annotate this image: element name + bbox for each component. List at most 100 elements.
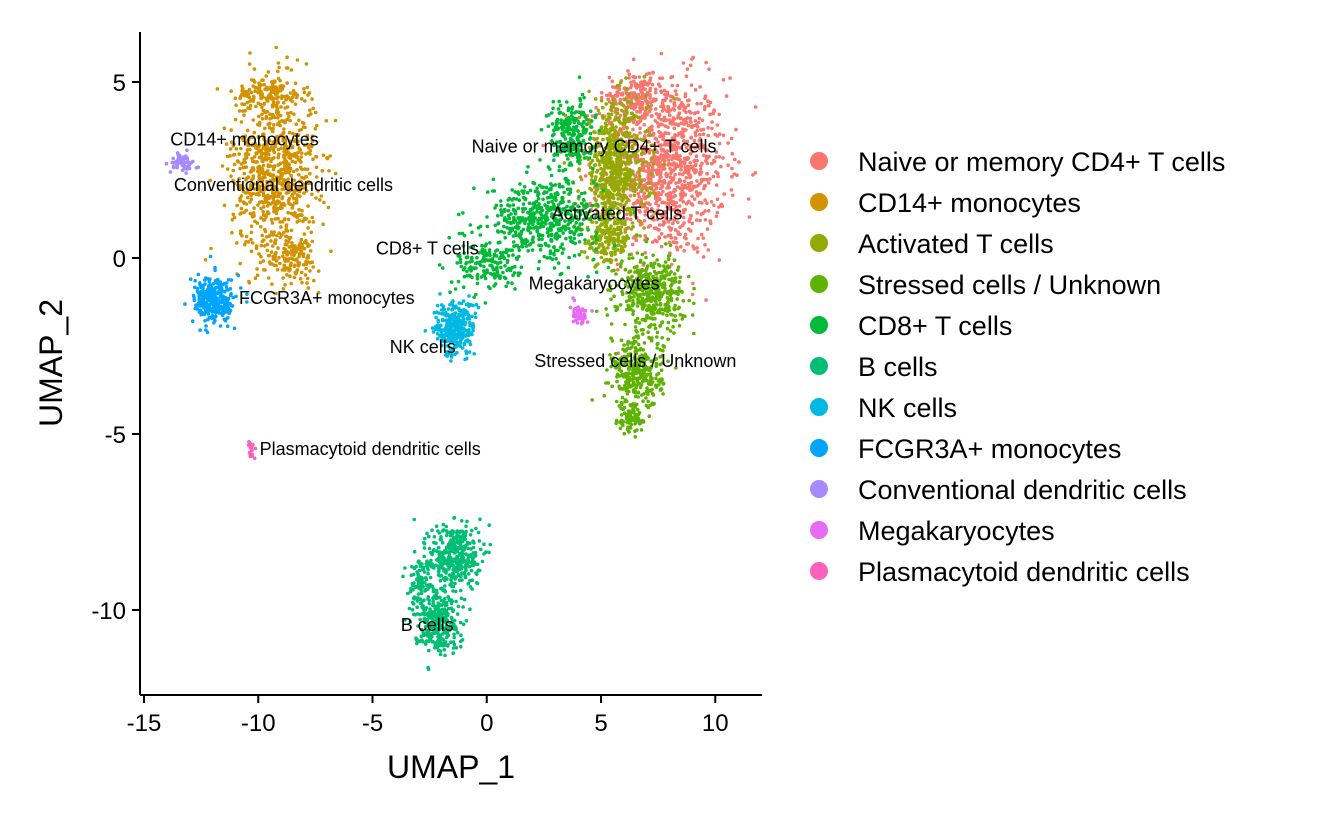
data-point [557,164,562,169]
data-point [649,359,653,363]
data-point [645,206,650,211]
data-point [690,313,695,317]
data-point [258,169,263,173]
data-point [628,352,633,356]
data-point [495,265,499,270]
data-point [555,231,559,236]
data-point [273,144,278,149]
data-point [245,94,250,99]
data-point [638,126,642,130]
data-point [609,260,613,265]
data-point [283,138,288,142]
data-point [561,200,565,204]
data-point [689,136,693,140]
data-point [268,179,273,183]
data-point [616,361,621,366]
data-point [252,187,257,191]
data-point [676,232,681,236]
data-point [671,240,675,244]
data-point [594,309,599,314]
data-point [266,141,270,145]
data-point [633,325,638,329]
data-point [662,290,667,294]
data-point [555,191,559,195]
data-point [649,114,654,118]
data-point [517,225,521,230]
data-point [687,185,691,190]
data-point [688,175,692,180]
data-point [672,307,677,312]
data-point [296,133,301,137]
data-point [663,221,667,225]
data-point [639,347,643,351]
data-point [290,159,295,164]
data-point [518,182,522,186]
data-point [507,231,512,235]
data-point [640,167,645,172]
data-point [642,341,647,345]
data-point [687,98,691,102]
data-point [636,280,640,284]
data-point [597,128,601,133]
data-point [696,236,700,241]
data-point [636,271,640,275]
data-point [588,109,593,113]
data-point [701,236,706,240]
data-point [461,244,466,248]
data-point [262,188,267,192]
data-point [491,177,496,182]
data-point [615,139,620,144]
data-point [474,266,478,270]
data-point [678,160,683,164]
data-point [626,236,631,241]
data-point [311,220,316,224]
data-point [687,166,692,171]
data-point [595,203,600,207]
data-point [565,204,569,209]
data-point [624,348,628,352]
data-point [290,244,295,249]
data-point [661,133,666,138]
data-point [559,228,563,233]
data-point [286,259,290,263]
data-point [717,258,722,262]
data-point [267,122,272,126]
data-point [647,308,651,312]
data-point [667,113,672,118]
data-point [640,252,645,257]
data-point [582,120,586,125]
data-point [659,291,663,295]
data-point [244,202,249,206]
data-point [638,110,642,114]
data-point [271,173,276,177]
data-point [311,106,316,111]
data-point [239,206,244,211]
data-point [430,528,434,533]
data-point [302,90,307,95]
data-point [538,247,543,252]
data-point [586,228,590,232]
data-point [263,229,268,234]
data-point [304,175,308,179]
data-point [680,172,685,177]
data-point [706,99,710,103]
data-point [648,372,653,376]
data-point [315,123,319,128]
data-point [546,234,551,238]
data-point [562,120,567,125]
data-point [499,210,504,214]
data-point [260,233,265,238]
data-point [605,127,609,132]
data-point [485,215,489,219]
data-point [299,179,303,184]
data-point [267,156,271,161]
data-point [664,192,669,197]
data-point [664,242,668,246]
data-point [617,225,622,230]
data-point [707,103,711,108]
data-point [663,131,667,135]
data-point [599,176,604,181]
data-point [682,179,687,184]
data-point [239,229,243,233]
data-point [643,234,647,238]
